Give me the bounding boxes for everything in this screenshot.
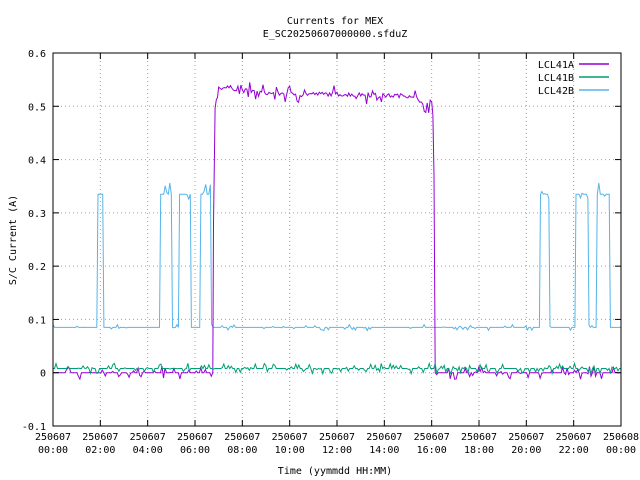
x-tick-time-label: 02:00 [85,445,115,456]
grid-lines [53,53,621,426]
x-tick-date-label: 250607 [35,432,71,443]
x-tick-time-label: 06:00 [180,445,210,456]
y-tick-label: 0.1 [28,315,46,326]
series-line-lcl41a [53,82,621,381]
y-tick-label: 0.5 [28,102,46,113]
x-tick-date-label: 250607 [508,432,544,443]
x-tick-date-label: 250607 [82,432,118,443]
series-lines [52,82,621,381]
legend-label: LCL42B [538,86,574,97]
x-tick-date-label: 250607 [224,432,260,443]
x-tick-time-label: 14:00 [369,445,399,456]
x-tick-time-label: 00:00 [606,445,636,456]
x-tick-date-label: 250607 [461,432,497,443]
x-tick-date-label: 250608 [603,432,639,443]
series-line-lcl41b [53,361,621,376]
x-tick-date-label: 250607 [556,432,592,443]
y-tick-label: 0.6 [28,49,46,60]
y-tick-label: 0.4 [28,156,46,167]
legend: LCL41A LCL41B LCL42B [538,60,609,97]
x-tick-date-label: 250607 [177,432,213,443]
x-tick-date-label: 250607 [414,432,450,443]
y-tick-label: 0.3 [28,209,46,220]
x-tick-time-label: 10:00 [275,445,305,456]
x-tick-time-label: 12:00 [322,445,352,456]
axes: -0.1 0 0.1 0.2 0.3 0.4 0.5 0.6 250607 00:00 250607… [22,49,639,456]
y-tick-label: 0 [40,369,46,380]
legend-label: LCL41B [538,73,574,84]
x-tick-time-label: 16:00 [417,445,447,456]
series-line-lcl42b [52,183,621,332]
x-tick-time-label: 18:00 [464,445,494,456]
x-tick-time-label: 00:00 [38,445,68,456]
x-tick-date-label: 250607 [366,432,402,443]
chart-title: Currents for MEX [287,16,383,27]
y-axis-label: S/C Current (A) [8,195,19,285]
x-tick-date-label: 250607 [319,432,355,443]
y-tick-label: -0.1 [22,422,46,433]
x-tick-time-label: 04:00 [133,445,163,456]
chart-subtitle: E_SC20250607000000.sfduZ [263,29,408,40]
x-tick-time-label: 08:00 [227,445,257,456]
x-tick-date-label: 250607 [272,432,308,443]
legend-label: LCL41A [538,60,574,71]
x-tick-date-label: 250607 [130,432,166,443]
x-tick-time-label: 22:00 [559,445,589,456]
x-tick-time-label: 20:00 [511,445,541,456]
x-axis-label: Time (yymmdd HH:MM) [278,466,392,477]
y-tick-label: 0.2 [28,262,46,273]
